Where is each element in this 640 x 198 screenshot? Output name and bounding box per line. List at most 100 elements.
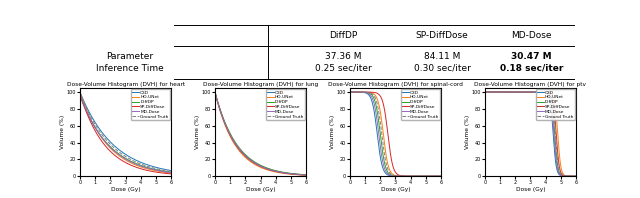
Line: C3D: C3D: [485, 92, 576, 176]
DiffDP: [266, 168, 273, 170]
Line: SP-DiffDose: SP-DiffDose: [485, 92, 576, 176]
C3D: [423, 175, 431, 177]
Ground Truth: [535, 91, 543, 93]
MD-Dose: [537, 91, 545, 93]
Ground Truth: [437, 175, 445, 177]
C3D: [159, 168, 166, 170]
SP-DiffDose: [132, 166, 140, 168]
SP-DiffDose: [130, 165, 138, 168]
DiffDP: [437, 175, 445, 177]
Line: MD-Dose: MD-Dose: [215, 92, 306, 175]
MD-Dose: [401, 175, 408, 177]
C3D: [153, 166, 161, 169]
Ground Truth: [266, 168, 273, 170]
HD-UNet: [537, 91, 545, 93]
Ground Truth: [558, 174, 566, 176]
C3D: [535, 91, 543, 93]
Line: SP-DiffDose: SP-DiffDose: [215, 92, 306, 175]
C3D: [564, 175, 572, 177]
MD-Dose: [167, 171, 175, 174]
Ground Truth: [429, 175, 436, 177]
Text: Parameter: Parameter: [106, 52, 153, 61]
Line: C3D: C3D: [80, 92, 171, 170]
Legend: C3D, HD-UNet, DiffDP, SP-DiffDose, MD-Dose, Ground Truth: C3D, HD-UNet, DiffDP, SP-DiffDose, MD-Do…: [536, 89, 575, 120]
Line: DiffDP: DiffDP: [215, 92, 306, 175]
SP-DiffDose: [423, 175, 431, 177]
MD-Dose: [267, 169, 275, 171]
C3D: [167, 169, 175, 172]
SP-DiffDose: [400, 175, 408, 177]
DiffDP: [302, 174, 310, 176]
Ground Truth: [267, 168, 275, 171]
HD-UNet: [346, 91, 354, 93]
MD-Dose: [302, 174, 310, 176]
MD-Dose: [558, 174, 566, 177]
HD-UNet: [564, 175, 572, 177]
DiffDP: [294, 173, 301, 175]
HD-UNet: [131, 163, 138, 166]
X-axis label: Dose (Gy): Dose (Gy): [381, 187, 410, 192]
MD-Dose: [76, 93, 84, 96]
Text: 0.18 sec/iter: 0.18 sec/iter: [500, 64, 563, 73]
Ground Truth: [572, 175, 580, 177]
Ground Truth: [76, 92, 84, 95]
HD-UNet: [481, 91, 489, 93]
SP-DiffDose: [564, 175, 572, 177]
SP-DiffDose: [288, 173, 296, 175]
HD-UNet: [572, 175, 580, 177]
SP-DiffDose: [266, 169, 273, 171]
Ground Truth: [76, 92, 84, 94]
Ground Truth: [346, 91, 354, 93]
HD-UNet: [535, 91, 543, 93]
X-axis label: Dose (Gy): Dose (Gy): [111, 187, 140, 192]
DiffDP: [130, 162, 138, 164]
DiffDP: [211, 91, 219, 93]
MD-Dose: [294, 173, 301, 176]
Ground Truth: [481, 91, 489, 93]
Ground Truth: [402, 175, 410, 177]
C3D: [346, 91, 354, 93]
C3D: [437, 175, 445, 177]
Ground Truth: [481, 91, 489, 93]
Ground Truth: [400, 175, 408, 177]
MD-Dose: [535, 91, 543, 93]
SP-DiffDose: [481, 91, 489, 93]
DiffDP: [558, 174, 566, 177]
SP-DiffDose: [572, 175, 580, 177]
SP-DiffDose: [535, 91, 543, 93]
DiffDP: [76, 95, 84, 97]
C3D: [267, 168, 275, 171]
DiffDP: [401, 175, 408, 177]
DiffDP: [481, 91, 489, 93]
HD-UNet: [132, 164, 140, 166]
MD-Dose: [266, 168, 273, 171]
Legend: C3D, HD-UNet, DiffDP, SP-DiffDose, MD-Dose, Ground Truth: C3D, HD-UNet, DiffDP, SP-DiffDose, MD-Do…: [266, 89, 305, 120]
Line: SP-DiffDose: SP-DiffDose: [80, 94, 171, 174]
Ground Truth: [302, 174, 310, 176]
Line: Ground Truth: Ground Truth: [215, 92, 306, 175]
Ground Truth: [401, 175, 408, 177]
SP-DiffDose: [131, 165, 138, 168]
HD-UNet: [153, 170, 161, 172]
SP-DiffDose: [167, 173, 175, 175]
SP-DiffDose: [294, 173, 301, 176]
SP-DiffDose: [76, 92, 84, 95]
DiffDP: [402, 175, 410, 177]
HD-UNet: [346, 91, 354, 93]
C3D: [537, 91, 545, 93]
Ground Truth: [130, 160, 138, 162]
HD-UNet: [211, 91, 219, 93]
Ground Truth: [294, 173, 301, 175]
DiffDP: [131, 162, 138, 164]
C3D: [211, 92, 219, 94]
SP-DiffDose: [153, 171, 161, 173]
HD-UNet: [429, 175, 436, 177]
Text: 37.36 M: 37.36 M: [324, 52, 361, 61]
DiffDP: [132, 162, 140, 165]
C3D: [130, 158, 138, 160]
MD-Dose: [288, 173, 296, 175]
Line: SP-DiffDose: SP-DiffDose: [350, 92, 441, 176]
SP-DiffDose: [346, 91, 354, 93]
Line: Ground Truth: Ground Truth: [350, 92, 441, 176]
Line: HD-UNet: HD-UNet: [80, 92, 171, 173]
